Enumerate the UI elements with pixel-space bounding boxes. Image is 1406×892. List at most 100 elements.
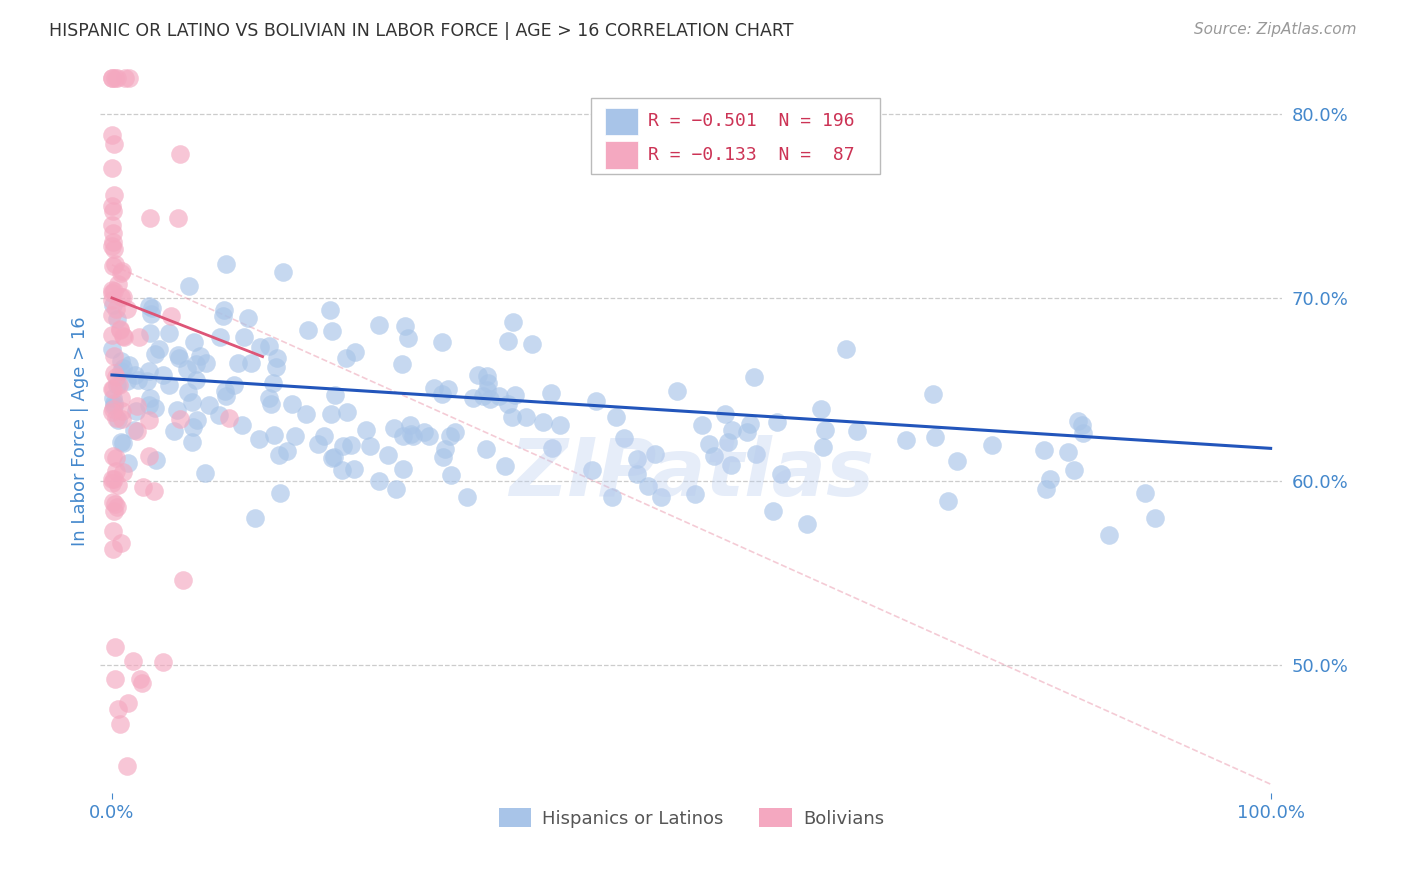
Point — [125, 404, 148, 418]
Point — [169, 412, 191, 426]
Point — [475, 369, 498, 384]
Point — [714, 407, 737, 421]
Point — [1067, 414, 1090, 428]
Point — [478, 392, 501, 407]
Point — [266, 351, 288, 365]
Point — [101, 227, 124, 241]
Point — [118, 70, 141, 85]
Point — [945, 454, 967, 468]
Point — [391, 462, 413, 476]
Point — [104, 257, 127, 271]
Point — [377, 448, 399, 462]
Point — [924, 430, 946, 444]
Point — [117, 456, 139, 470]
Point — [796, 517, 818, 532]
Point — [520, 337, 543, 351]
Point — [211, 309, 233, 323]
Point — [359, 439, 381, 453]
Point — [402, 429, 425, 443]
Point — [105, 500, 128, 514]
Point — [110, 266, 132, 280]
Point — [209, 330, 232, 344]
Y-axis label: In Labor Force | Age > 16: In Labor Force | Age > 16 — [72, 316, 89, 546]
Point — [456, 490, 478, 504]
Point — [159, 309, 181, 323]
Point — [321, 451, 343, 466]
Point — [266, 360, 288, 375]
Point — [184, 357, 207, 371]
Point — [184, 372, 207, 386]
Point — [354, 423, 377, 437]
Point — [101, 218, 124, 232]
Point — [936, 493, 959, 508]
Point — [139, 211, 162, 225]
Point — [103, 284, 125, 298]
Point — [335, 351, 357, 365]
Point — [101, 259, 124, 273]
Point — [107, 478, 129, 492]
Point — [121, 654, 143, 668]
Point — [166, 211, 188, 225]
FancyBboxPatch shape — [605, 108, 638, 136]
Point — [1071, 425, 1094, 440]
Point — [330, 462, 353, 476]
Point — [367, 475, 389, 489]
Point — [132, 480, 155, 494]
Point — [703, 449, 725, 463]
Point — [720, 458, 742, 472]
Point — [139, 391, 162, 405]
Point — [105, 450, 128, 465]
Point — [107, 277, 129, 292]
Point — [101, 128, 124, 143]
Point — [101, 308, 124, 322]
Point — [127, 399, 149, 413]
Text: Source: ZipAtlas.com: Source: ZipAtlas.com — [1194, 22, 1357, 37]
Point — [101, 449, 124, 463]
Point — [276, 444, 298, 458]
Point — [103, 396, 125, 410]
Point — [471, 389, 494, 403]
Point — [477, 376, 499, 390]
Point — [115, 302, 138, 317]
Point — [548, 418, 571, 433]
Point — [104, 410, 127, 425]
Point — [262, 376, 284, 391]
Point — [117, 696, 139, 710]
Point — [101, 405, 124, 419]
Point — [112, 290, 135, 304]
Point — [475, 384, 498, 398]
Point — [108, 322, 131, 336]
Point — [391, 357, 413, 371]
Point — [385, 482, 408, 496]
Point — [105, 311, 128, 326]
Point — [249, 340, 271, 354]
Point — [114, 70, 136, 85]
Legend: Hispanics or Latinos, Bolivians: Hispanics or Latinos, Bolivians — [492, 801, 891, 835]
Point — [233, 330, 256, 344]
Point — [461, 392, 484, 406]
Point — [605, 409, 627, 424]
Point — [430, 387, 453, 401]
Point — [307, 436, 329, 450]
Point — [186, 413, 208, 427]
Point — [112, 329, 135, 343]
Point — [263, 428, 285, 442]
Point — [644, 447, 666, 461]
Point — [143, 401, 166, 416]
Point — [141, 301, 163, 316]
Point — [766, 415, 789, 429]
Point — [138, 412, 160, 426]
Point — [143, 483, 166, 498]
Point — [737, 425, 759, 440]
Point — [312, 428, 335, 442]
Point — [1057, 445, 1080, 459]
Point — [666, 384, 689, 399]
Point — [697, 437, 720, 451]
Point — [181, 395, 204, 409]
Point — [138, 363, 160, 377]
FancyBboxPatch shape — [591, 97, 880, 174]
Point — [325, 388, 347, 402]
Point — [172, 573, 194, 587]
Point — [101, 495, 124, 509]
Point — [104, 672, 127, 686]
